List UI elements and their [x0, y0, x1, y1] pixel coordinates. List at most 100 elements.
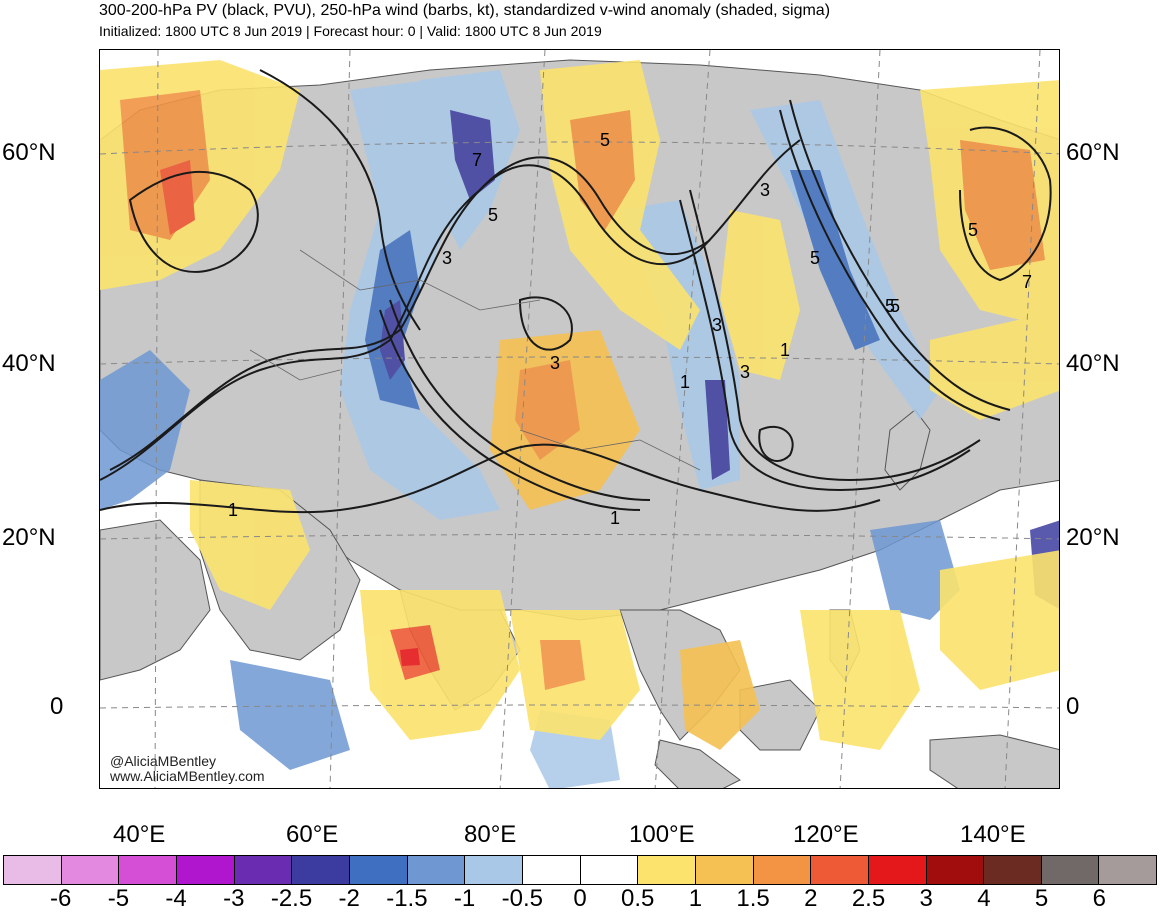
land-sumatra — [654, 739, 741, 788]
graticule-lon-40 — [154, 50, 159, 788]
pv-label: 1 — [610, 508, 621, 528]
anomaly-pos-west-pacific — [940, 550, 1059, 690]
pv-label: 1 — [780, 340, 791, 360]
colorbar-tick-label: -1 — [453, 885, 476, 912]
colorbar-tick-label: 0.5 — [621, 885, 655, 912]
anomaly-pos-tibet-core — [515, 360, 580, 460]
border-3 — [249, 349, 341, 381]
colorbar-swatch — [176, 856, 235, 884]
colorbar-tick-label: -6 — [50, 885, 72, 912]
pv-label: 7 — [1022, 272, 1033, 292]
lon-label: 120°E — [793, 821, 859, 848]
anomaly-blue-east-tropical — [870, 520, 960, 620]
anomaly-blue-arabian-sea — [230, 660, 350, 770]
colorbar-tick-label: -5 — [107, 885, 130, 912]
lat-label-right: 20°N — [1066, 524, 1120, 551]
pv-label: 5 — [600, 130, 611, 150]
colorbar-swatch — [119, 856, 177, 884]
map-canvas — [100, 50, 1059, 788]
lon-label: 80°E — [464, 821, 517, 848]
colorbar-tick-label: 6 — [1092, 885, 1106, 912]
colorbar-swatch — [753, 856, 812, 884]
pv-label: 3 — [712, 315, 723, 335]
anomaly-pos-scs — [680, 640, 760, 750]
anomaly-pos-kamchatka-core — [960, 140, 1045, 270]
lat-label-left: 0 — [50, 693, 64, 720]
pv-contour-13 — [518, 296, 573, 351]
colorbar-swatch — [868, 856, 927, 884]
colorbar-tick-label: 1 — [688, 885, 703, 912]
borders — [249, 249, 701, 471]
lon-label: 40°E — [113, 821, 166, 848]
pv-contour-9 — [789, 99, 1011, 411]
anomaly-blue-band-a-deep — [380, 300, 405, 380]
colorbar-tick-label: -2.5 — [270, 885, 313, 912]
colorbar-tick-label: 2.5 — [851, 885, 886, 912]
colorbar-swatch — [638, 856, 696, 884]
graticule-lon-140 — [1004, 50, 1041, 788]
pv-contours — [100, 69, 1052, 514]
colorbar-tick-label: -0.5 — [501, 885, 543, 912]
anomaly-pos-china — [720, 210, 800, 380]
colorbar-swatch — [695, 856, 754, 884]
lat-label-left: 20°N — [2, 524, 56, 551]
pv-label: 3 — [550, 353, 561, 373]
lat-label-right: 0 — [1066, 693, 1080, 720]
colorbar-tick-label: 1.5 — [736, 885, 770, 912]
colorbar-swatch — [465, 856, 523, 884]
colorbar-swatch — [407, 856, 466, 884]
pv-contour-3 — [109, 156, 711, 471]
lat-label-right: 60°N — [1066, 139, 1120, 166]
graticule — [100, 50, 1059, 788]
colorbar-tick-label: 5 — [1034, 885, 1049, 912]
anomaly-pos-indian-ocean — [360, 590, 520, 740]
colorbar-tick-label: -2 — [338, 885, 360, 912]
land-new-guinea — [929, 734, 1059, 788]
border-2 — [519, 429, 701, 471]
colorbar-swatch — [811, 856, 869, 884]
anomaly-blue-band-c-core — [705, 380, 730, 480]
map-panel: 5 7 5 3 5 3 5 3 1 3 3 1 1 1 5 7 5 — [99, 49, 1060, 789]
graticule-lon-80 — [499, 50, 546, 788]
pv-contour-1 — [100, 443, 881, 514]
colorbar — [3, 855, 1157, 885]
colorbar-swatch — [984, 856, 1042, 884]
pv-label: 3 — [442, 248, 453, 268]
anomaly-blue-west — [100, 350, 190, 510]
pv-contour-8 — [779, 109, 1001, 421]
colorbar-tick-label: 2 — [804, 885, 818, 912]
pv-label: 3 — [740, 362, 751, 382]
anomaly-pos-siberia-core — [570, 110, 635, 230]
map-title: 300-200-hPa PV (black, PVU), 250-hPa win… — [99, 2, 831, 19]
pv-label: 3 — [760, 180, 771, 200]
positive-anomaly-layer — [100, 60, 1059, 750]
pv-label: 5 — [488, 205, 499, 225]
land-africa-horn — [100, 519, 211, 681]
lat-label-left: 60°N — [2, 139, 56, 166]
pv-label: 5 — [890, 296, 901, 316]
graticule-lon-60 — [329, 50, 351, 788]
colorbar-tick-label: 0 — [573, 885, 587, 912]
credit-website: www.AliciaMBentley.com — [110, 768, 265, 784]
lat-label-right: 40°N — [1066, 350, 1120, 377]
colorbar-swatch — [234, 856, 293, 884]
lon-label: 140°E — [960, 821, 1026, 848]
map-subtitle: Initialized: 1800 UTC 8 Jun 2019 | Forec… — [99, 23, 602, 39]
lat-label-left: 40°N — [2, 350, 56, 377]
pv-label: 1 — [228, 500, 239, 520]
anomaly-blue-band-b-core — [450, 110, 495, 200]
colorbar-swatch — [292, 856, 350, 884]
pv-label: 5 — [968, 220, 979, 240]
colorbar-tick-label: -3 — [223, 885, 245, 912]
colorbar-swatch — [522, 856, 581, 884]
pv-contour-10 — [128, 170, 259, 273]
colorbar-swatch — [4, 856, 62, 884]
colorbar-tick-label: -1.5 — [386, 885, 428, 912]
anomaly-pos-maritime — [800, 610, 920, 750]
colorbar-tick-label: -4 — [165, 885, 187, 912]
pv-contour-4 — [379, 309, 641, 511]
pv-label: 5 — [810, 248, 821, 268]
lon-label: 100°E — [629, 821, 695, 848]
colorbar-tick-label: 4 — [977, 885, 991, 912]
colorbar-swatch — [926, 856, 985, 884]
